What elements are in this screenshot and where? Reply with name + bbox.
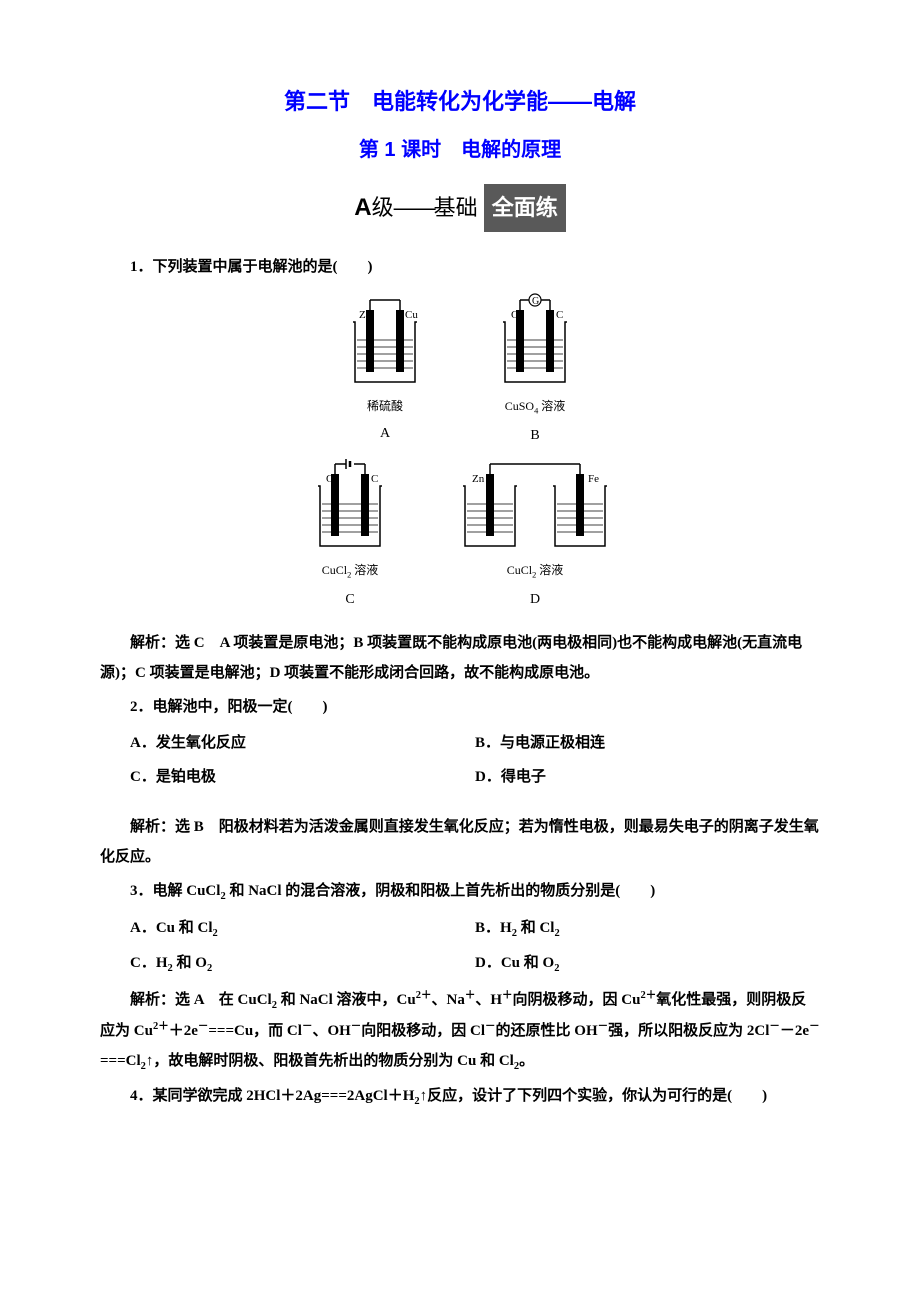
q1-figures: Zn Cu 稀硫酸 A G xyxy=(100,292,820,614)
q2-explain-body: 阳极材料若为活泼金属则直接发生氧化反应；若为惰性电极，则最易失电子的阴离子发生氧… xyxy=(100,819,819,865)
fig-B-solution: CuSO4 溶液 xyxy=(505,394,566,420)
q2-optC: C．是铂电极 xyxy=(130,760,475,794)
beaker-icon: C C xyxy=(300,456,400,556)
q2-options: A．发生氧化反应 B．与电源正极相连 C．是铂电极 D．得电子 xyxy=(130,726,820,794)
q3-explain-body: 在 CuCl2 和 NaCl 溶液中，Cu2＋、Na＋、H＋向阴极移动，因 Cu… xyxy=(100,992,820,1069)
fig-D-solution: CuCl2 溶液 xyxy=(507,558,564,584)
q3-stem: 3．电解 CuCl2 和 NaCl 的混合溶液，阴极和阳极上首先析出的物质分别是… xyxy=(100,876,820,907)
svg-text:Fe: Fe xyxy=(588,473,599,485)
fig-A-solution: 稀硫酸 xyxy=(367,394,403,418)
svg-text:C: C xyxy=(371,473,378,485)
beaker-pair-icon: Zn Fe xyxy=(450,456,620,556)
svg-text:Cu: Cu xyxy=(405,309,418,321)
lesson-title: 第 1 课时 电解的原理 xyxy=(100,130,820,170)
q2-answer: 选 B xyxy=(175,819,204,835)
fig-D-label: D xyxy=(530,586,540,614)
banner-jichu: 基础 xyxy=(434,195,478,220)
beaker-icon: G C C xyxy=(485,292,585,392)
q4-stem: 4．某同学欲完成 2HCl＋2Ag===2AgCl＋H2↑反应，设计了下列四个实… xyxy=(100,1081,820,1112)
banner-box: 全面练 xyxy=(484,184,566,232)
explain-label: 解析： xyxy=(130,819,175,835)
q3-optC: C．H2 和 O2 xyxy=(130,946,475,981)
q1-explain: 解析：选 C A 项装置是原电池；B 项装置既不能构成原电池(两电极相同)也不能… xyxy=(100,628,820,688)
q3-optA: A．Cu 和 Cl2 xyxy=(130,911,475,946)
q2-stem: 2．电解池中，阳极一定( ) xyxy=(100,692,820,722)
q2-optD: D．得电子 xyxy=(475,760,820,794)
svg-text:Zn: Zn xyxy=(359,309,372,321)
q2-explain: 解析：选 B 阳极材料若为活泼金属则直接发生氧化反应；若为惰性电极，则最易失电子… xyxy=(100,812,820,872)
q1-explain-body: A 项装置是原电池；B 项装置既不能构成原电池(两电极相同)也不能构成电解池(无… xyxy=(100,635,802,681)
q1-fig-B: G C C CuSO4 溶液 B xyxy=(485,292,585,450)
q3-options: A．Cu 和 Cl2 B．H2 和 Cl2 C．H2 和 O2 D．Cu 和 O… xyxy=(130,911,820,981)
q2-optA: A．发生氧化反应 xyxy=(130,726,475,760)
section-title: 第二节 电能转化为化学能——电解 xyxy=(100,80,820,124)
fig-B-label: B xyxy=(530,422,539,450)
q2-optB: B．与电源正极相连 xyxy=(475,726,820,760)
fig-C-solution: CuCl2 溶液 xyxy=(322,558,379,584)
q1-fig-row2: C C CuCl2 溶液 C Zn xyxy=(100,456,820,614)
explain-label: 解析： xyxy=(130,635,175,651)
beaker-icon: Zn Cu xyxy=(335,292,435,392)
svg-text:C: C xyxy=(556,309,563,321)
svg-text:C: C xyxy=(326,473,333,485)
fig-A-label: A xyxy=(380,420,390,448)
q3-optB: B．H2 和 Cl2 xyxy=(475,911,820,946)
explain-label: 解析： xyxy=(130,992,175,1008)
svg-text:Zn: Zn xyxy=(472,473,485,485)
level-banner: A级——基础 全面练 xyxy=(100,184,820,232)
q3-explain: 解析：选 A 在 CuCl2 和 NaCl 溶液中，Cu2＋、Na＋、H＋向阴极… xyxy=(100,985,820,1077)
q1-fig-row1: Zn Cu 稀硫酸 A G xyxy=(100,292,820,450)
q1-fig-A: Zn Cu 稀硫酸 A xyxy=(335,292,435,450)
q1-answer: 选 C xyxy=(175,635,205,651)
banner-dash: —— xyxy=(394,195,434,220)
svg-text:C: C xyxy=(511,309,518,321)
q3-optD: D．Cu 和 O2 xyxy=(475,946,820,981)
level-letter: A xyxy=(354,194,371,221)
q1-stem: 1．下列装置中属于电解池的是( ) xyxy=(100,252,820,282)
fig-C-label: C xyxy=(345,586,354,614)
svg-text:G: G xyxy=(532,296,539,307)
q1-fig-D: Zn Fe CuCl2 溶液 D xyxy=(450,456,620,614)
q3-answer: 选 A xyxy=(175,992,204,1008)
level-ji: 级 xyxy=(372,195,394,220)
q1-fig-C: C C CuCl2 溶液 C xyxy=(300,456,400,614)
